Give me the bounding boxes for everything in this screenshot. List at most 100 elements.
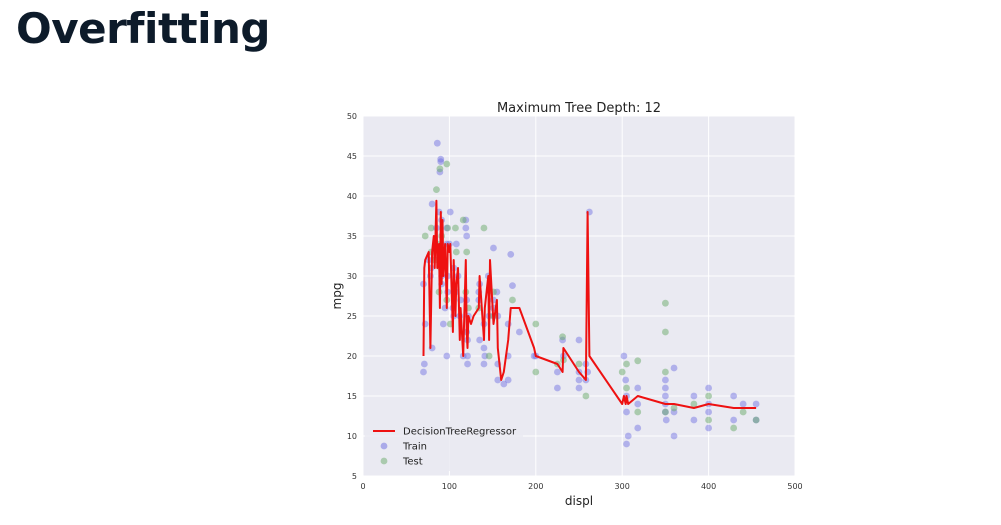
test-point: [443, 160, 451, 168]
train-point: [462, 224, 470, 232]
test-point: [634, 357, 642, 365]
y-tick-label: 50: [347, 112, 357, 121]
test-point: [459, 216, 467, 224]
train-point: [464, 352, 471, 360]
train-point: [480, 360, 488, 368]
test-point: [739, 408, 747, 416]
train-point: [662, 376, 669, 384]
train-point: [670, 432, 678, 440]
chart-title: Maximum Tree Depth: 12: [497, 101, 661, 116]
test-point: [532, 320, 540, 328]
y-tick-label: 40: [347, 192, 357, 201]
test-point: [705, 392, 712, 400]
train-point: [494, 376, 502, 384]
test-point: [433, 186, 440, 194]
y-tick-label: 25: [347, 312, 357, 321]
test-point: [662, 368, 669, 376]
train-point: [420, 368, 427, 376]
train-point: [634, 384, 642, 392]
train-point: [739, 400, 747, 408]
legend: DecisionTreeRegressor Train Test: [365, 421, 523, 471]
regression-line-path: [422, 199, 757, 409]
train-point: [504, 376, 512, 384]
regression-line: [422, 199, 757, 409]
x-tick-label: 0: [360, 482, 365, 491]
train-point: [752, 400, 760, 408]
train-point: [480, 344, 488, 352]
train-point: [554, 368, 561, 376]
test-point: [662, 408, 669, 416]
test-point: [752, 416, 760, 424]
test-point: [452, 248, 460, 256]
test-point: [427, 224, 435, 232]
test-point: [582, 392, 590, 400]
train-point: [690, 392, 698, 400]
test-point: [705, 416, 712, 424]
train-point: [428, 200, 436, 208]
y-tick-label: 30: [347, 272, 357, 281]
test-point: [670, 404, 678, 412]
test-point: [559, 333, 566, 341]
x-axis-label: displ: [565, 494, 593, 508]
test-point: [575, 360, 583, 368]
y-tick-label: 15: [347, 392, 357, 401]
legend-box: [365, 421, 523, 471]
train-point: [730, 416, 738, 424]
test-point: [623, 360, 630, 368]
x-tick-label: 200: [528, 482, 543, 491]
train-point: [490, 244, 497, 252]
train-point: [452, 240, 460, 248]
train-point: [509, 282, 516, 289]
train-point: [634, 424, 642, 432]
test-point: [444, 224, 452, 232]
legend-label: Test: [402, 457, 423, 468]
train-point: [426, 272, 434, 280]
train-point: [463, 232, 471, 240]
train-point: [420, 360, 428, 368]
test-point: [532, 368, 540, 376]
legend-marker: [380, 442, 388, 450]
test-point: [485, 352, 493, 360]
train-point: [705, 408, 712, 416]
test-point: [509, 296, 516, 304]
train-point: [437, 158, 445, 166]
test-point: [662, 299, 669, 307]
legend-marker: [380, 457, 388, 465]
train-point: [622, 376, 630, 384]
y-tick-label: 5: [352, 472, 357, 481]
x-tick-label: 300: [615, 482, 630, 491]
test-point: [463, 248, 471, 256]
grid: [362, 115, 796, 477]
train-point: [464, 360, 471, 368]
legend-label: Train: [402, 442, 427, 453]
train-point: [662, 392, 669, 400]
test-point: [480, 224, 488, 232]
train-point: [670, 364, 678, 372]
test-point: [634, 408, 642, 416]
page-title: Overfitting: [16, 4, 270, 53]
plot-background: [363, 116, 795, 476]
train-point: [476, 336, 484, 344]
train-point: [624, 432, 632, 440]
train-point: [554, 384, 561, 392]
train-point: [439, 320, 447, 328]
train-point: [575, 376, 583, 384]
train-point: [730, 392, 738, 400]
test-point: [730, 424, 738, 432]
train-point: [620, 352, 628, 360]
y-axis-label: mpg: [330, 283, 344, 310]
train-point: [500, 380, 508, 388]
train-point: [515, 328, 523, 336]
y-tick-label: 45: [347, 152, 357, 161]
test-point: [436, 165, 444, 173]
train-point: [575, 384, 583, 392]
x-tick-label: 100: [442, 482, 457, 491]
train-point: [662, 384, 669, 392]
train-point: [437, 155, 445, 163]
train-point: [575, 336, 583, 344]
test-point: [623, 384, 630, 392]
train-point: [690, 416, 698, 424]
train-point: [662, 416, 670, 424]
train-point: [507, 251, 515, 258]
